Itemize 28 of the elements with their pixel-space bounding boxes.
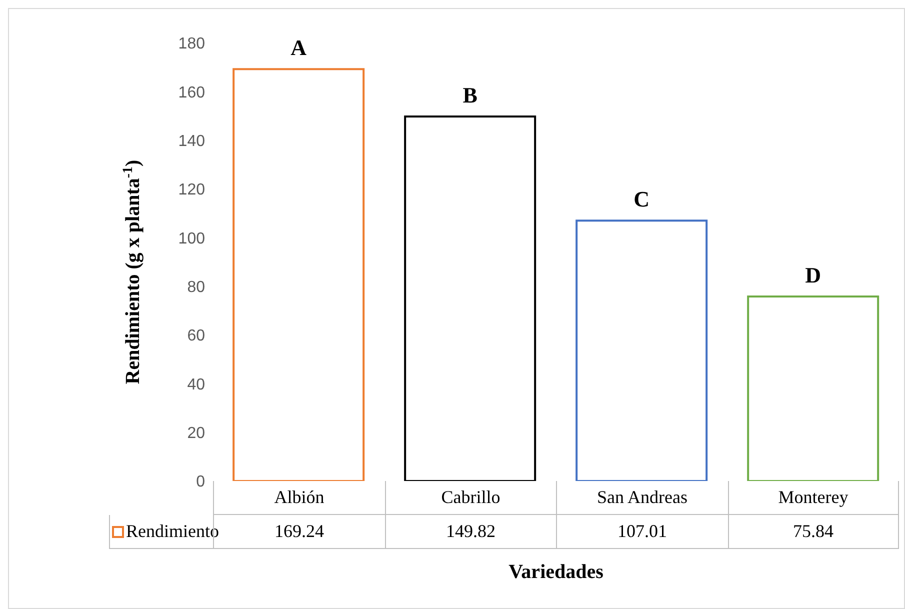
y-tick-label: 60 xyxy=(187,328,206,345)
annotation: D xyxy=(805,262,822,288)
data-label: 75.84 xyxy=(728,515,899,549)
x-tick-label: San Andreas xyxy=(556,481,728,515)
bar xyxy=(747,295,880,481)
data-label: 107.01 xyxy=(556,515,728,549)
y-tick-label: 40 xyxy=(187,376,206,394)
y-tick-label: 0 xyxy=(196,474,206,491)
y-tick-label: 180 xyxy=(178,36,206,53)
annotation: A xyxy=(290,35,307,60)
y-tick-label: 20 xyxy=(187,425,206,442)
y-tick-label: 80 xyxy=(187,279,206,296)
annotation: C xyxy=(634,186,650,212)
x-axis-title: Variedades xyxy=(508,561,604,584)
x-tick-label: Albión xyxy=(213,481,384,515)
x-tick-label: Monterey xyxy=(728,481,899,515)
y-tick-label: 140 xyxy=(178,133,206,150)
bar xyxy=(232,68,365,481)
y-tick-label: 160 xyxy=(178,84,206,102)
x-tick-label: Cabrillo xyxy=(384,481,556,515)
bar xyxy=(576,220,708,481)
data-label: 169.24 xyxy=(274,521,324,541)
y-tick-label: 100 xyxy=(178,230,206,248)
annotation: B xyxy=(462,82,478,108)
bar xyxy=(404,115,536,481)
y-tick-label: 120 xyxy=(178,182,206,199)
legend-label: Rendimiento xyxy=(125,520,219,543)
data-label: 149.82 xyxy=(384,515,556,549)
